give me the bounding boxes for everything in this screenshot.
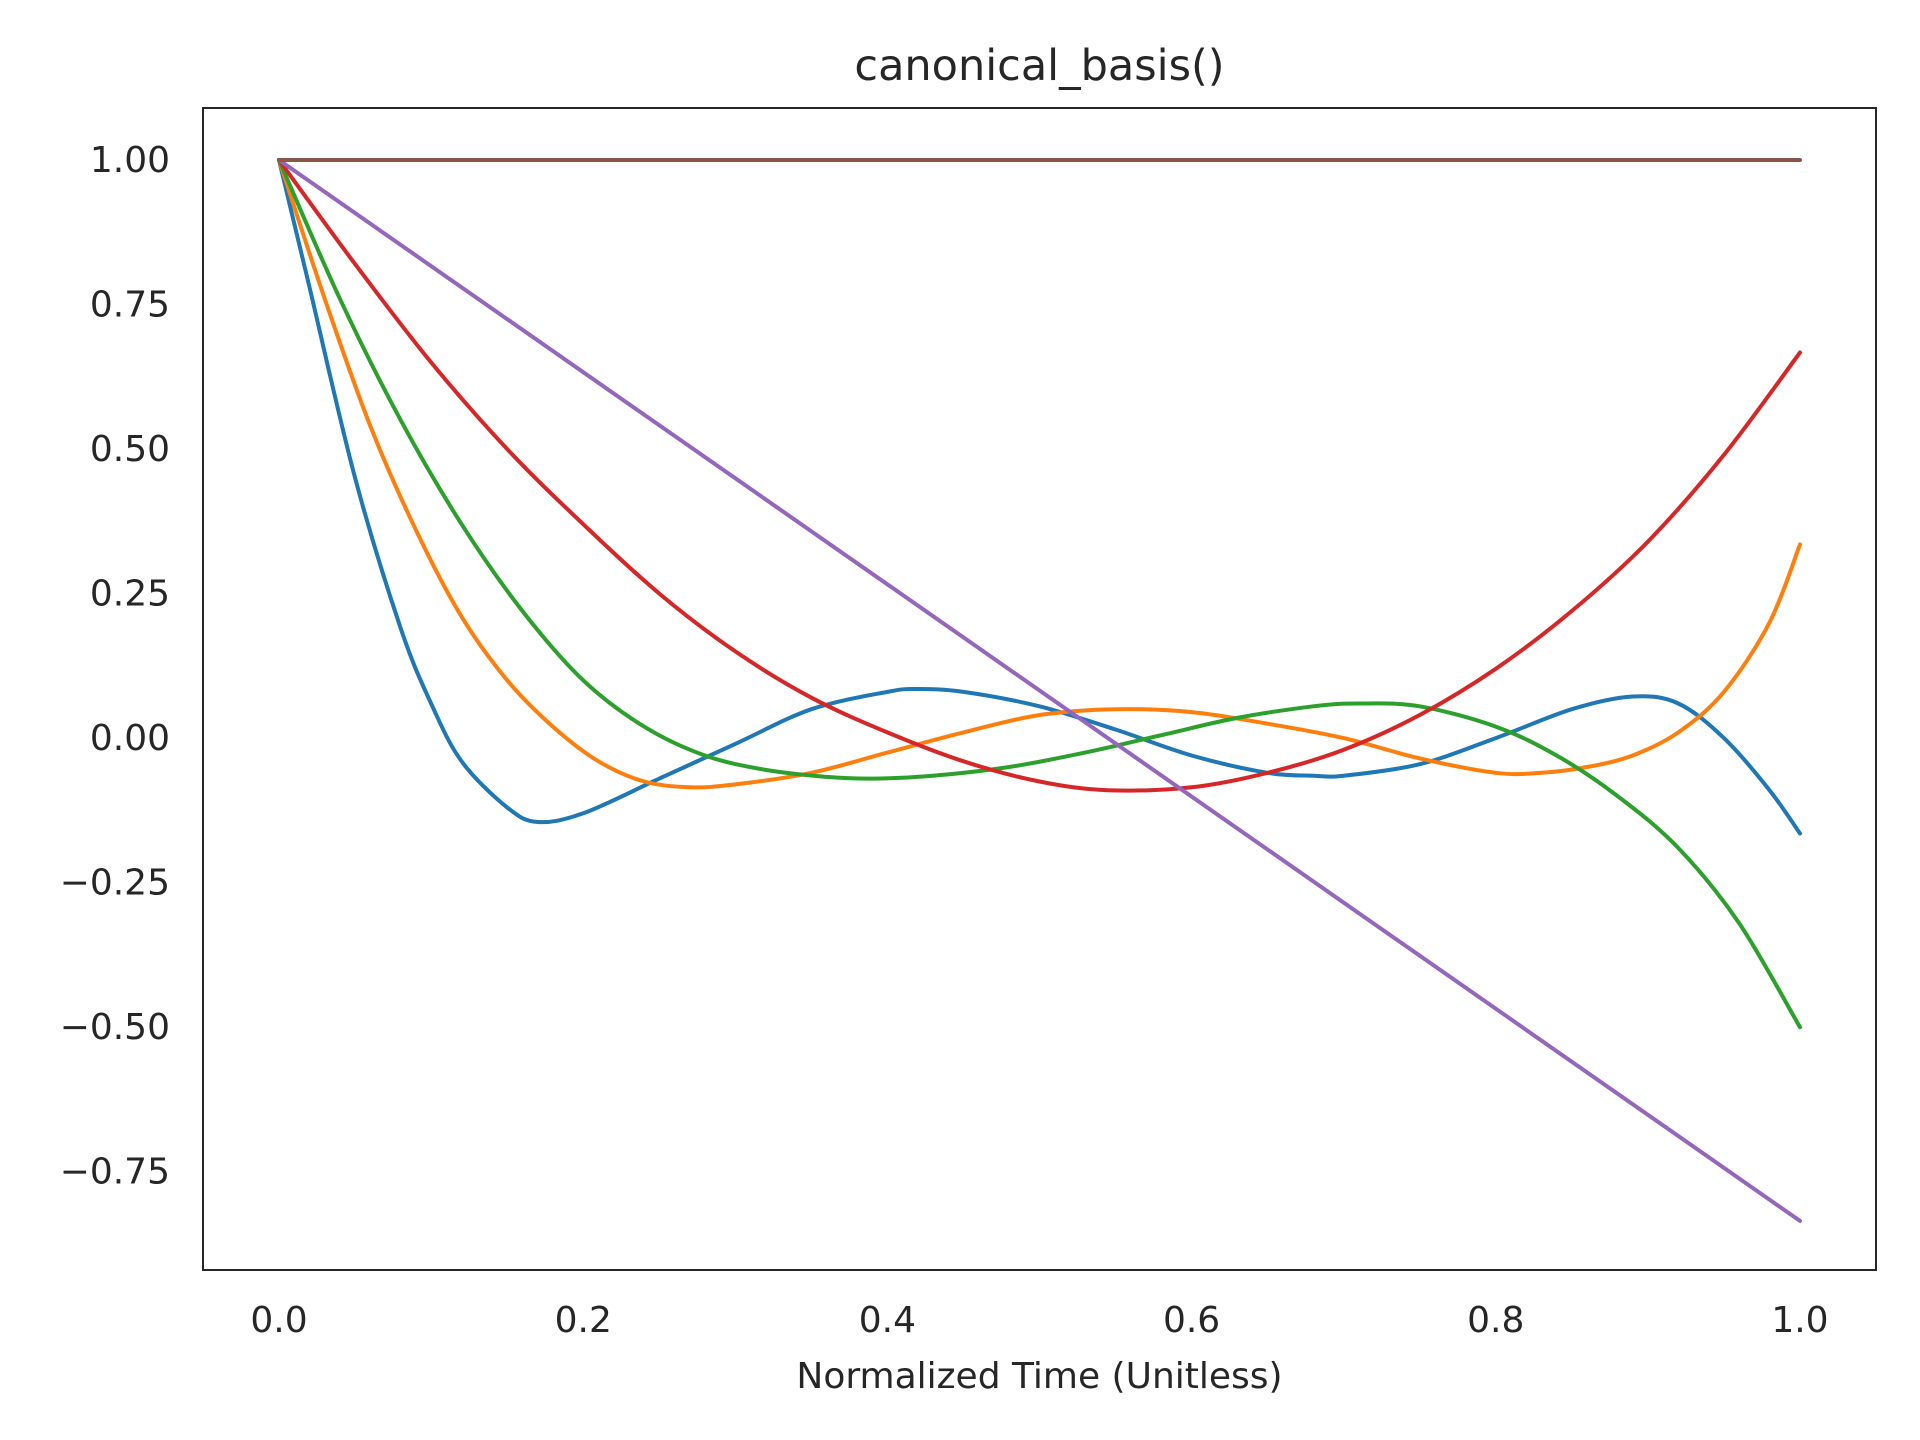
y-tick-label: 0.25 xyxy=(90,574,170,615)
y-tick-label: 0.50 xyxy=(90,429,170,470)
y-tick-label: −0.50 xyxy=(60,1007,170,1048)
plot-area-frame xyxy=(202,107,1877,1271)
x-axis-label: Normalized Time (Unitless) xyxy=(796,1356,1282,1397)
y-tick-label: 0.75 xyxy=(90,285,170,326)
series-line-1 xyxy=(277,158,1802,836)
x-tick-label: 0.6 xyxy=(1163,1300,1220,1341)
series-line-4 xyxy=(277,158,1802,793)
y-axis-ticks: 1.00 0.75 0.50 0.25 0.00 −0.25 −0.50 −0.75 xyxy=(60,140,170,1193)
y-tick-label: 0.00 xyxy=(90,718,170,759)
y-tick-label: −0.75 xyxy=(60,1152,170,1193)
chart-title: canonical_basis() xyxy=(854,41,1224,91)
y-tick-label: 1.00 xyxy=(90,140,170,181)
series-line-5 xyxy=(277,158,1802,1223)
x-tick-label: 0.8 xyxy=(1467,1300,1524,1341)
series-line-2 xyxy=(277,158,1802,790)
x-axis-ticks: 0.0 0.2 0.4 0.6 0.8 1.0 xyxy=(250,1300,1828,1341)
x-tick-label: 1.0 xyxy=(1771,1300,1828,1341)
x-tick-label: 0.0 xyxy=(250,1300,307,1341)
x-tick-label: 0.2 xyxy=(555,1300,612,1341)
series-layer xyxy=(277,158,1802,1223)
y-tick-label: −0.25 xyxy=(60,863,170,904)
x-tick-label: 0.4 xyxy=(859,1300,916,1341)
